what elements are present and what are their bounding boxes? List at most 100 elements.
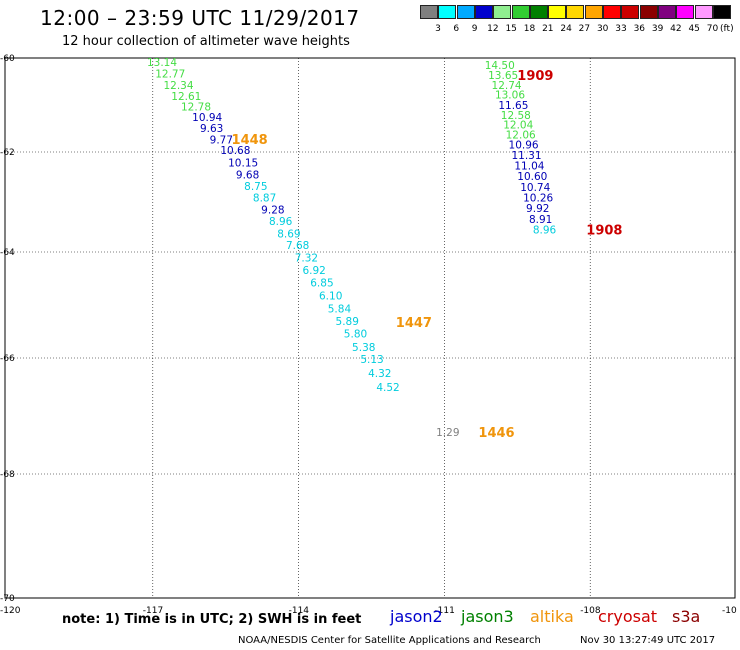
legend-swatch [657, 5, 676, 19]
longitude-tick-label: -120 [0, 606, 21, 616]
wave-height-value: 11.31 [511, 150, 541, 162]
wave-height-value: 12.78 [181, 101, 211, 113]
latitude-tick-label: -70 [0, 594, 15, 604]
pass-time-label: 1446 [478, 426, 514, 441]
wave-height-value: 10.60 [517, 171, 547, 183]
legend-swatch [712, 5, 731, 19]
legend-label: 45 [688, 24, 700, 34]
wave-height-value: 13.14 [147, 57, 177, 69]
wave-height-value: 14.50 [485, 60, 515, 72]
wave-height-value: 5.89 [336, 316, 359, 328]
legend-label: 6 [453, 24, 460, 34]
legend-swatch [474, 5, 493, 19]
footer-note: note: 1) Time is in UTC; 2) SWH is in fe… [62, 612, 362, 627]
wave-height-value: 5.84 [328, 304, 352, 316]
wave-height-value: 1.29 [436, 427, 459, 439]
wave-height-value: 13.65 [488, 70, 518, 82]
wave-height-value: 6.92 [302, 265, 325, 277]
legend-swatch [456, 5, 475, 19]
wave-height-value: 8.87 [253, 193, 276, 205]
legend-swatch [621, 5, 640, 19]
sat-label-jason3: jason3 [461, 607, 514, 626]
wave-height-value: 10.74 [520, 182, 550, 194]
legend-swatch [639, 5, 658, 19]
map-title: 12:00 – 23:59 UTC 11/29/2017 [40, 6, 360, 30]
sat-label-jason2: jason2 [390, 607, 443, 626]
longitude-tick-label: -10 [722, 606, 737, 616]
wave-height-value: 9.68 [236, 170, 259, 182]
wave-height-value: 10.68 [220, 145, 250, 157]
map-frame [4, 57, 736, 599]
legend-label: 9 [471, 24, 478, 34]
legend-swatch [548, 5, 567, 19]
wave-height-value: 9.28 [261, 205, 284, 217]
wave-height-value: 4.52 [376, 382, 399, 394]
longitude-tick-label: -114 [289, 606, 310, 616]
legend-swatch [566, 5, 585, 19]
legend-label: 39 [651, 24, 664, 34]
legend-swatch [511, 5, 530, 19]
wave-height-value: 9.92 [526, 203, 549, 215]
wave-height-value: 10.26 [523, 193, 553, 205]
legend-label: 42 [670, 24, 682, 34]
wave-height-value: 5.80 [344, 329, 367, 341]
legend-label: 70 [706, 24, 719, 34]
legend-label: 21 [542, 24, 554, 34]
legend-swatch [676, 5, 695, 19]
legend-label: 18 [523, 24, 536, 34]
legend-label: 15 [505, 24, 517, 34]
wave-height-value: 9.63 [200, 123, 223, 135]
legend-label: 3 [435, 24, 441, 34]
sat-label-cryosat: cryosat [598, 607, 658, 626]
wave-height-value: 12.06 [506, 130, 536, 142]
wave-height-value: 9.77 [210, 134, 233, 146]
pass-time-label: 1908 [586, 224, 622, 239]
legend-swatch [493, 5, 512, 19]
wave-height-value: 12.58 [501, 110, 531, 122]
wave-height-value: 10.96 [509, 139, 539, 151]
latitude-tick-label: -62 [0, 148, 15, 158]
legend-label: 27 [578, 24, 591, 34]
legend-swatch [420, 5, 438, 19]
wave-height-value: 12.34 [163, 80, 193, 92]
legend-label: 33 [615, 24, 627, 34]
wave-height-value: 12.04 [503, 120, 533, 132]
wave-height-value: 12.61 [171, 91, 201, 103]
longitude-tick-label: -108 [580, 606, 601, 616]
sat-label-s3a: s3a [672, 607, 701, 626]
wave-height-value: 12.74 [492, 80, 522, 92]
sat-label-altika: altika [530, 607, 574, 626]
legend-swatch [529, 5, 548, 19]
wave-height-value: 8.96 [269, 216, 293, 228]
wave-height-value: 8.91 [529, 214, 552, 226]
legend-swatch [584, 5, 603, 19]
wave-height-value: 8.96 [533, 225, 557, 237]
wave-height-value: 4.32 [368, 368, 391, 380]
latitude-tick-label: -60 [0, 54, 15, 64]
legend-swatch [603, 5, 621, 19]
latitude-tick-label: -66 [0, 354, 15, 364]
wave-height-value: 5.13 [360, 354, 383, 366]
wave-height-value: 5.38 [352, 342, 375, 354]
longitude-tick-label: -117 [143, 606, 163, 616]
longitude-tick-label: -111 [434, 606, 454, 616]
legend-label: 12 [487, 24, 499, 34]
wave-height-value: 7.68 [286, 240, 309, 252]
wave-height-value: 6.85 [310, 278, 333, 290]
pass-time-label: 1909 [517, 69, 553, 84]
map-subtitle: 12 hour collection of altimeter wave hei… [62, 34, 350, 49]
wave-height-value: 13.06 [495, 90, 525, 102]
pass-time-label: 1447 [396, 316, 432, 331]
pass-time-label: 1448 [232, 133, 268, 148]
wave-height-value: 7.32 [295, 252, 318, 264]
wave-height-value: 11.04 [514, 161, 544, 173]
legend-label: (ft) [720, 24, 734, 34]
wave-height-value: 8.69 [277, 229, 300, 241]
wave-height-value: 11.65 [498, 100, 528, 112]
legend-label: 30 [596, 24, 609, 34]
wave-height-value: 6.10 [319, 290, 342, 302]
legend-swatch [694, 5, 713, 19]
wave-height-value: 12.77 [155, 69, 185, 81]
legend-label: 36 [633, 24, 646, 34]
wave-height-value: 10.94 [192, 112, 222, 124]
